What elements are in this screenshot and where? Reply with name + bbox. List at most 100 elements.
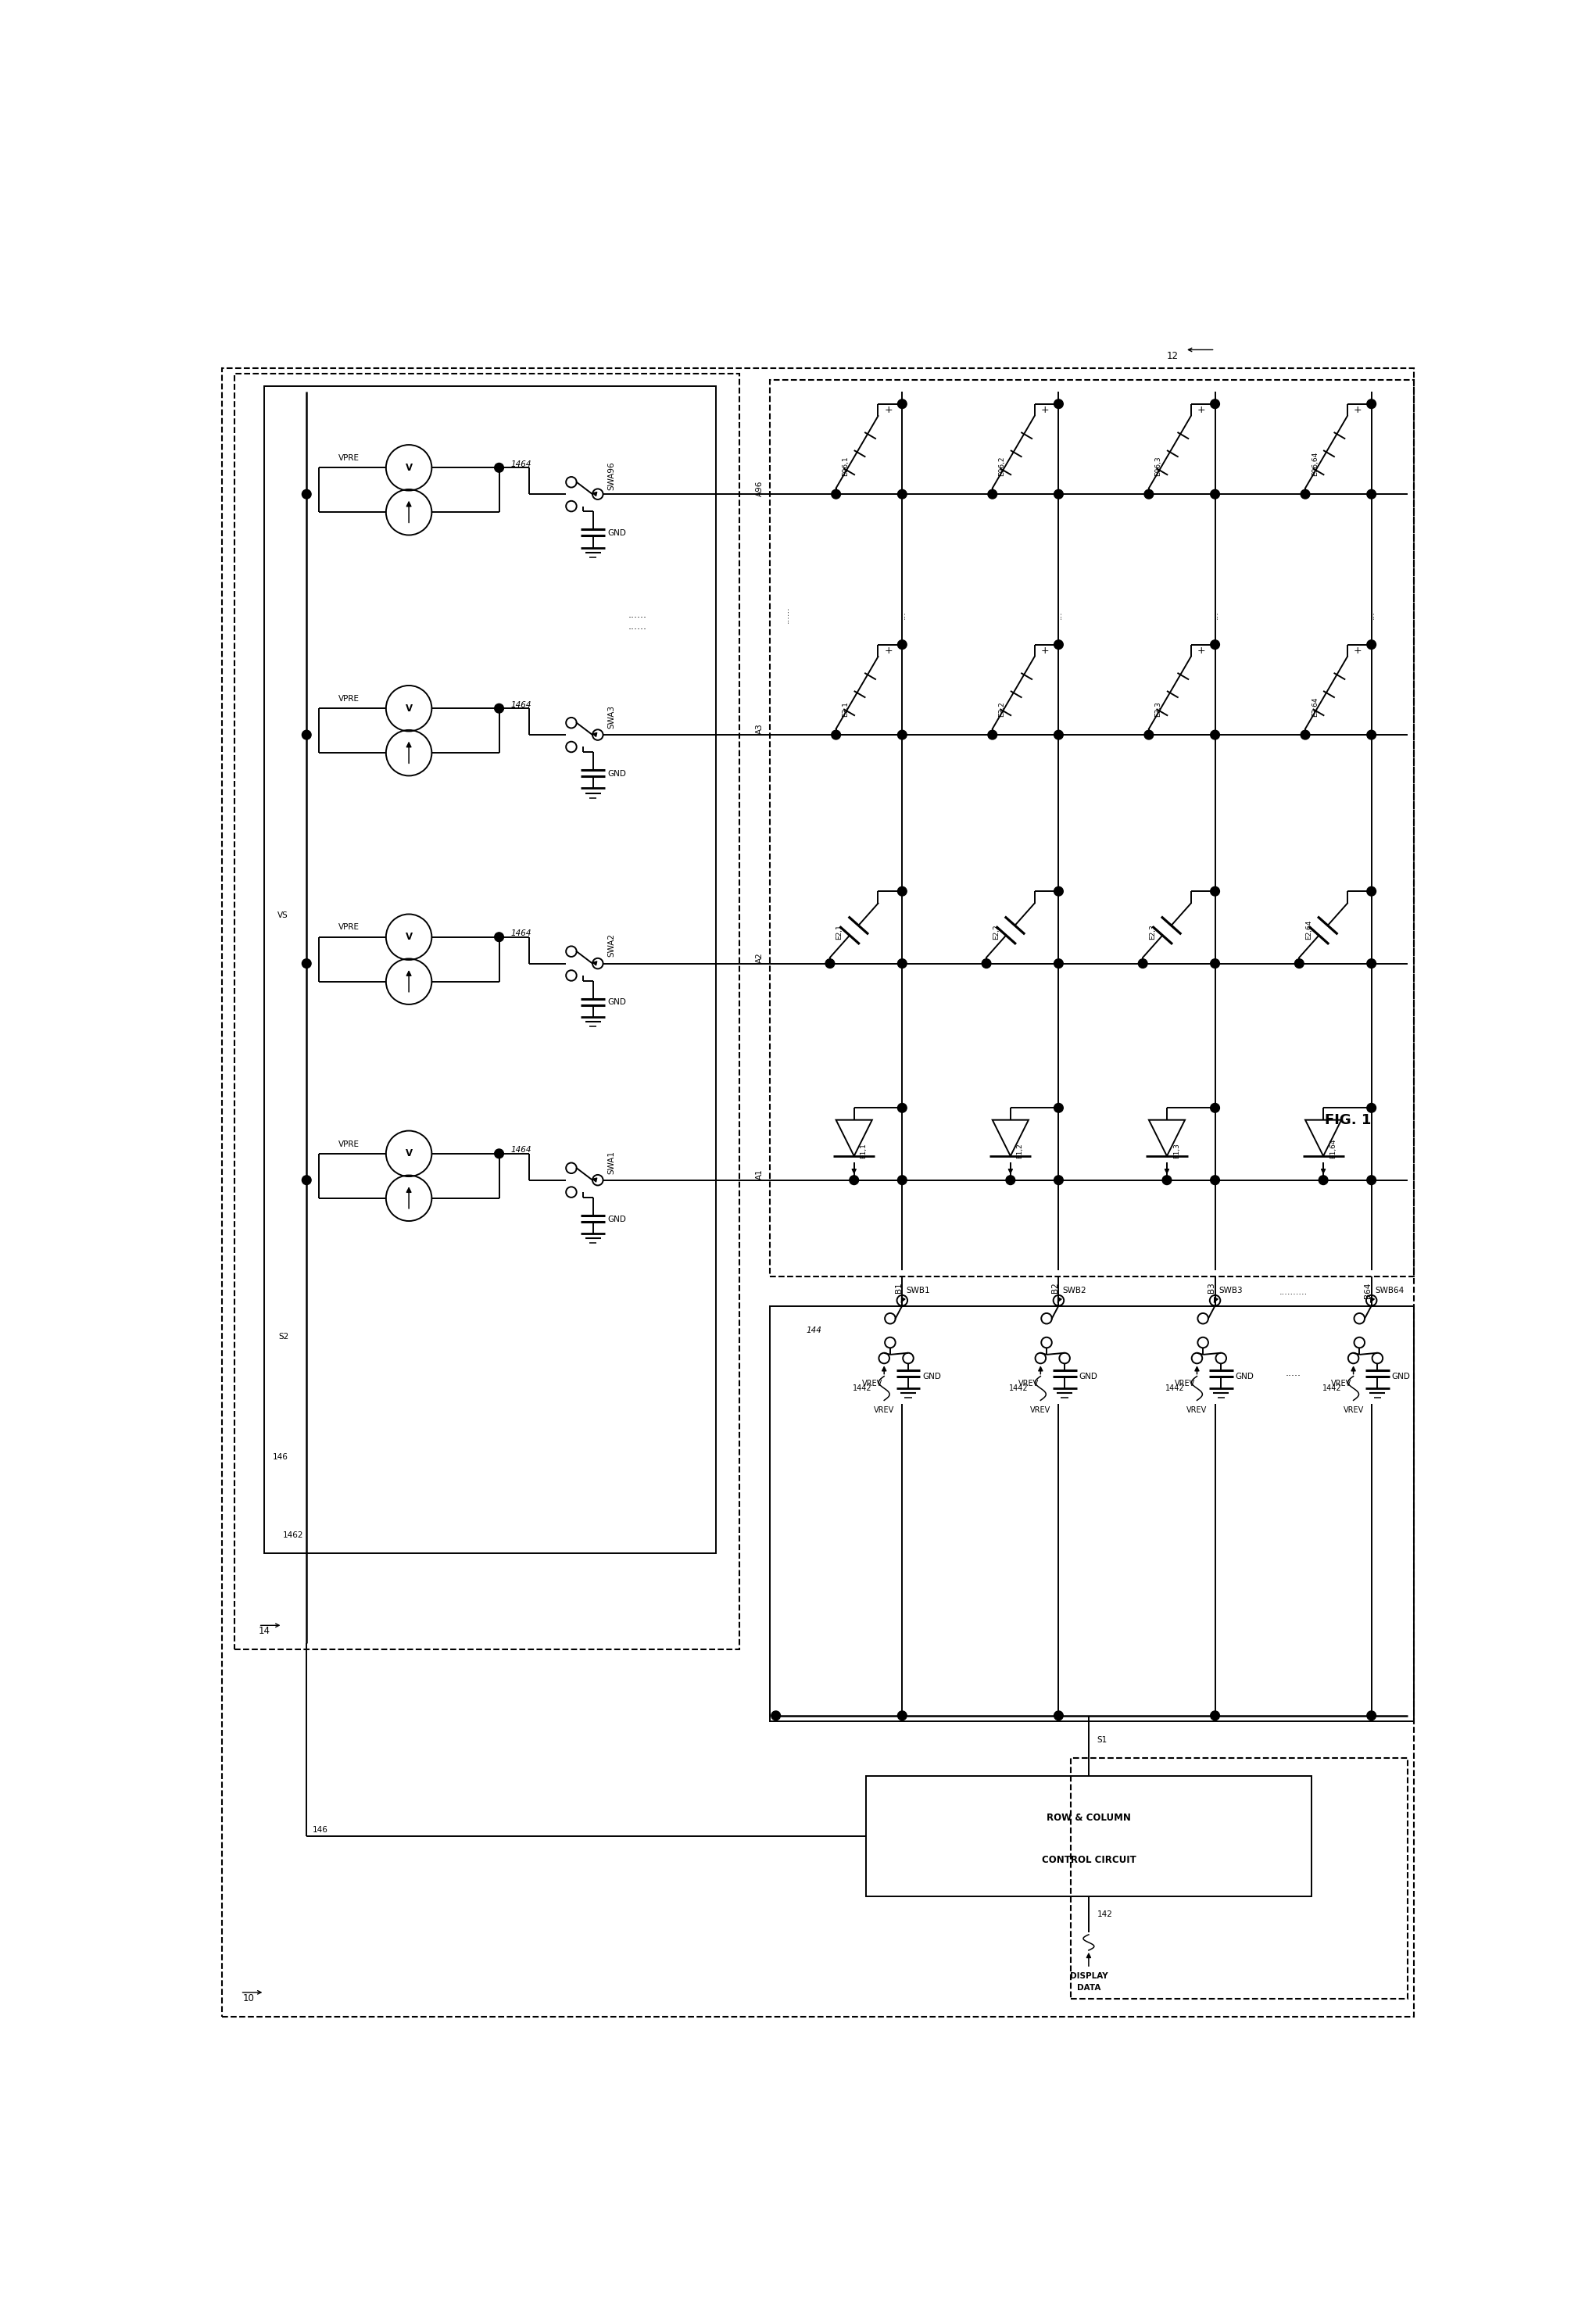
Text: +: + — [1353, 405, 1361, 414]
Text: E3,64: E3,64 — [1312, 696, 1318, 717]
Text: A3: A3 — [757, 724, 764, 733]
Circle shape — [1210, 1103, 1219, 1113]
Circle shape — [1053, 1712, 1063, 1721]
Circle shape — [897, 1712, 907, 1721]
Text: +: + — [1197, 405, 1205, 414]
Text: V: V — [405, 703, 412, 712]
Text: +: + — [1041, 405, 1049, 414]
Text: GND: GND — [1235, 1372, 1254, 1381]
Text: GND: GND — [608, 1214, 626, 1224]
Text: SWB2: SWB2 — [1063, 1286, 1087, 1295]
Text: 14: 14 — [259, 1626, 270, 1638]
Circle shape — [832, 731, 841, 740]
Text: +: + — [1197, 645, 1205, 655]
Text: 10: 10 — [243, 1994, 254, 2003]
Text: GND: GND — [1392, 1372, 1411, 1381]
Text: E1,64: E1,64 — [1329, 1138, 1336, 1159]
Text: ......: ...... — [629, 622, 646, 631]
Circle shape — [1210, 490, 1219, 500]
Text: A2: A2 — [757, 953, 764, 962]
Text: E1,2: E1,2 — [1017, 1143, 1023, 1159]
Text: E96,3: E96,3 — [1156, 456, 1162, 476]
Text: DATA: DATA — [1077, 1985, 1101, 1991]
Text: FIG. 1: FIG. 1 — [1325, 1113, 1371, 1126]
Circle shape — [988, 490, 997, 500]
Circle shape — [1053, 641, 1063, 650]
Circle shape — [302, 1175, 311, 1184]
Circle shape — [495, 703, 504, 712]
Text: B3: B3 — [1208, 1281, 1215, 1293]
Text: CONTROL CIRCUIT: CONTROL CIRCUIT — [1042, 1855, 1136, 1864]
Text: E96,2: E96,2 — [999, 456, 1005, 476]
Text: 1442: 1442 — [852, 1385, 871, 1392]
Text: SWB1: SWB1 — [907, 1286, 930, 1295]
Circle shape — [771, 1712, 780, 1721]
Circle shape — [982, 960, 991, 969]
Circle shape — [988, 731, 997, 740]
Text: A1: A1 — [757, 1168, 764, 1180]
Text: .....: ..... — [1285, 1367, 1301, 1379]
Text: 142: 142 — [1096, 1911, 1112, 1917]
Text: 1442: 1442 — [1165, 1385, 1184, 1392]
Circle shape — [849, 1175, 859, 1184]
Circle shape — [1053, 400, 1063, 409]
Text: E96,64: E96,64 — [1312, 451, 1318, 476]
Text: S2: S2 — [278, 1332, 289, 1342]
Text: -: - — [827, 731, 830, 738]
Circle shape — [1053, 1175, 1063, 1184]
Text: E96,1: E96,1 — [843, 456, 849, 476]
Circle shape — [302, 960, 311, 969]
Text: 1464: 1464 — [511, 460, 531, 467]
Text: ......: ...... — [629, 608, 646, 620]
Text: SWA96: SWA96 — [608, 463, 614, 490]
Circle shape — [1366, 641, 1376, 650]
Circle shape — [1210, 400, 1219, 409]
Text: V: V — [405, 932, 412, 941]
Text: 12: 12 — [1167, 352, 1178, 361]
Text: VREV: VREV — [1187, 1406, 1207, 1413]
Text: -: - — [1140, 731, 1143, 738]
Circle shape — [495, 463, 504, 472]
Circle shape — [302, 731, 311, 740]
Circle shape — [302, 490, 311, 500]
Circle shape — [897, 490, 907, 500]
Circle shape — [1210, 1712, 1219, 1721]
Text: GND: GND — [922, 1372, 942, 1381]
Circle shape — [1053, 1103, 1063, 1113]
Text: VPRE: VPRE — [338, 453, 359, 463]
Circle shape — [1005, 1175, 1015, 1184]
Circle shape — [897, 1175, 907, 1184]
Text: VS: VS — [278, 911, 289, 918]
Circle shape — [1210, 731, 1219, 740]
Text: E2,64: E2,64 — [1306, 921, 1312, 939]
Text: S1: S1 — [1096, 1735, 1108, 1744]
Text: VPRE: VPRE — [338, 923, 359, 932]
Circle shape — [1210, 641, 1219, 650]
Circle shape — [1366, 1103, 1376, 1113]
Text: 146: 146 — [273, 1453, 289, 1462]
Text: 1442: 1442 — [1009, 1385, 1028, 1392]
Text: VREV: VREV — [875, 1406, 894, 1413]
Text: E3,2: E3,2 — [999, 701, 1005, 717]
Circle shape — [1366, 960, 1376, 969]
Text: -: - — [1140, 490, 1143, 497]
Text: +: + — [884, 645, 892, 655]
Text: E3,1: E3,1 — [843, 701, 849, 717]
Circle shape — [495, 1150, 504, 1159]
Text: E2,1: E2,1 — [836, 923, 843, 939]
Text: V: V — [405, 1150, 412, 1159]
Text: +: + — [884, 405, 892, 414]
Text: ......: ...... — [782, 606, 790, 622]
Text: DISPLAY: DISPLAY — [1069, 1973, 1108, 1980]
Circle shape — [1144, 490, 1154, 500]
Text: B2: B2 — [1052, 1281, 1058, 1293]
Circle shape — [1162, 1175, 1171, 1184]
Circle shape — [1294, 960, 1304, 969]
Text: GND: GND — [608, 999, 626, 1006]
Text: 1464: 1464 — [511, 930, 531, 937]
Text: ...: ... — [1211, 611, 1219, 620]
Text: GND: GND — [608, 530, 626, 537]
Circle shape — [1318, 1175, 1328, 1184]
Circle shape — [1053, 960, 1063, 969]
Text: SWB64: SWB64 — [1376, 1286, 1404, 1295]
